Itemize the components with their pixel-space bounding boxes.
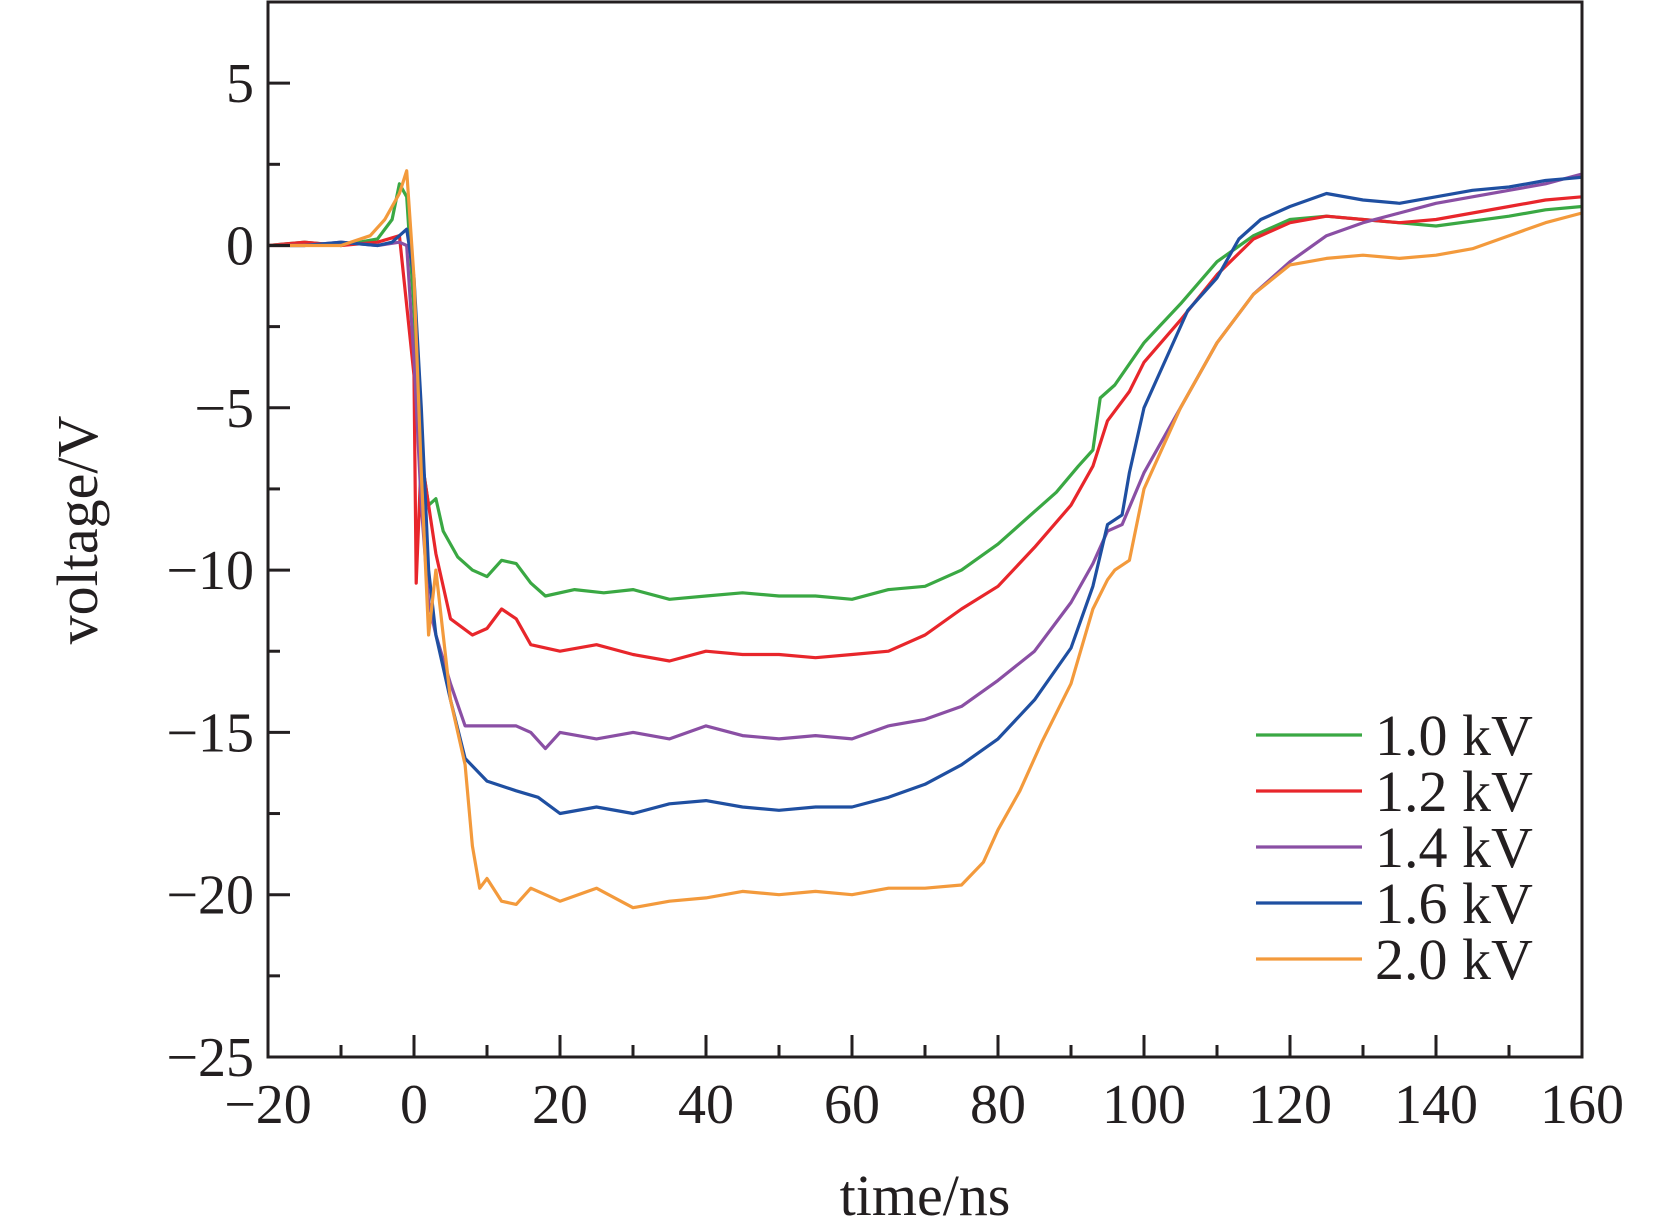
x-tick-label: 40 [678,1074,734,1136]
x-tick-label: −20 [224,1074,312,1136]
y-tick-label: 5 [226,53,254,115]
x-tick-label: 80 [970,1074,1026,1136]
x-tick-label: 20 [532,1074,588,1136]
y-axis-title: voltage/V [45,416,110,645]
legend-label: 1.2 kV [1375,759,1533,824]
legend: 1.0 kV1.2 kV1.4 kV1.6 kV2.0 kV [1256,703,1533,992]
legend-label: 2.0 kV [1375,927,1533,992]
y-tick-label: −20 [166,865,254,927]
y-tick-label: −25 [166,1027,254,1089]
x-tick-label: 140 [1394,1074,1478,1136]
series-layer [268,169,1582,910]
x-tick-label: 160 [1540,1074,1624,1136]
legend-label: 1.6 kV [1375,871,1533,936]
y-tick-label: −10 [166,540,254,602]
x-tick-label: 0 [400,1074,428,1136]
legend-label: 1.0 kV [1375,703,1533,768]
legend-label: 1.4 kV [1375,815,1533,880]
x-axis-title: time/ns [840,1163,1011,1227]
x-tick-label: 60 [824,1074,880,1136]
series-line-3 [268,175,1582,816]
y-tick-label: 0 [226,215,254,277]
y-tick-label: −15 [166,702,254,764]
series-line-4 [268,169,1582,910]
x-tick-label: 100 [1102,1074,1186,1136]
x-tick-label: 120 [1248,1074,1332,1136]
y-tick-label: −5 [194,378,254,440]
